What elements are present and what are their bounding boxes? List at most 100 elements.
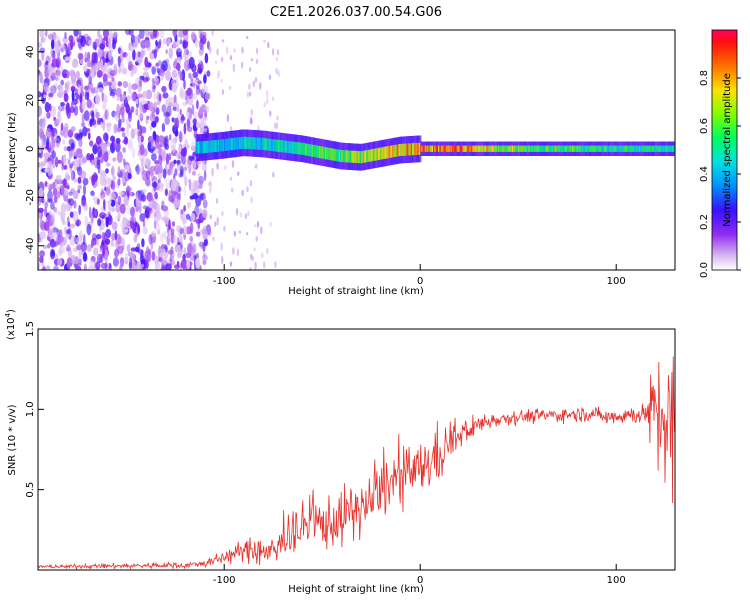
- noise-speckle: [265, 89, 269, 98]
- noise-speckle: [174, 129, 179, 137]
- noise-speckle: [130, 91, 136, 102]
- noise-speckle: [80, 241, 88, 252]
- noise-speckle: [209, 47, 212, 52]
- noise-speckle: [102, 30, 109, 38]
- snr-x-ticks: -100 0 100: [213, 564, 626, 586]
- noise-speckle: [100, 142, 107, 154]
- noise-speckle: [80, 199, 87, 207]
- noise-speckle: [212, 236, 215, 242]
- noise-speckle: [104, 238, 110, 246]
- noise-speckle: [90, 84, 96, 97]
- noise-speckle: [162, 92, 169, 99]
- noise-speckle: [94, 209, 97, 217]
- noise-speckle: [188, 72, 192, 79]
- noise-speckle: [96, 198, 100, 205]
- noise-speckle: [123, 195, 129, 206]
- noise-speckle: [223, 225, 226, 232]
- noise-speckle: [113, 123, 118, 134]
- noise-speckle: [111, 165, 115, 177]
- noise-speckle: [125, 104, 131, 113]
- noise-speckle: [65, 229, 71, 235]
- noise-speckle: [96, 69, 103, 78]
- noise-speckle: [151, 153, 157, 162]
- noise-speckle: [162, 168, 167, 179]
- noise-speckle: [137, 51, 141, 58]
- noise-speckle: [163, 230, 167, 240]
- noise-speckle: [78, 128, 83, 141]
- noise-speckle: [248, 91, 252, 97]
- snr-plot-area: [38, 329, 675, 570]
- noise-speckle: [121, 177, 126, 184]
- noise-speckle: [216, 216, 219, 226]
- noise-speckle: [137, 119, 140, 131]
- noise-speckle: [189, 222, 194, 235]
- noise-speckle: [82, 177, 89, 186]
- noise-speckle: [176, 159, 181, 165]
- spectrogram-x-label: Height of straight line (km): [288, 286, 424, 297]
- noise-speckle: [192, 79, 196, 90]
- noise-speckle: [231, 187, 234, 193]
- noise-speckle: [191, 141, 196, 150]
- noise-speckle: [203, 194, 207, 200]
- noise-speckle: [73, 158, 79, 167]
- noise-speckle: [201, 31, 207, 38]
- noise-speckle: [126, 124, 129, 136]
- noise-speckle: [43, 93, 46, 99]
- noise-speckle: [260, 226, 263, 235]
- noise-speckle: [82, 251, 88, 262]
- noise-speckle: [149, 210, 156, 219]
- noise-speckle: [266, 97, 269, 105]
- noise-speckle: [39, 30, 45, 38]
- noise-speckle: [271, 48, 275, 56]
- noise-speckle: [72, 210, 79, 223]
- noise-speckle: [115, 215, 121, 220]
- noise-speckle: [140, 49, 144, 59]
- noise-speckle: [78, 30, 82, 38]
- spectrogram-panel: -100 0 100 -40 -20 0 20 40 Height of straight …: [7, 29, 676, 297]
- noise-speckle: [127, 251, 133, 257]
- noise-speckle: [163, 142, 167, 149]
- noise-speckle: [228, 85, 232, 90]
- noise-speckle: [54, 206, 58, 213]
- noise-speckle: [197, 80, 202, 85]
- noise-speckle: [254, 77, 258, 83]
- noise-speckle: [198, 30, 203, 40]
- noise-speckle: [158, 93, 162, 102]
- noise-speckle: [170, 138, 177, 148]
- noise-speckle: [127, 172, 132, 180]
- noise-speckle: [201, 209, 208, 219]
- noise-speckle: [190, 78, 193, 83]
- noise-speckle: [44, 114, 48, 124]
- noise-speckle: [147, 141, 152, 152]
- noise-speckle: [65, 49, 72, 57]
- noise-speckle: [214, 221, 217, 227]
- noise-speckle: [91, 174, 96, 186]
- noise-speckle: [145, 30, 150, 38]
- noise-speckle: [46, 214, 50, 227]
- noise-speckle: [38, 187, 44, 199]
- noise-speckle: [263, 39, 266, 43]
- noise-speckle: [161, 104, 167, 113]
- noise-speckle: [81, 99, 86, 111]
- noise-speckle: [206, 70, 211, 77]
- noise-speckle: [112, 175, 116, 181]
- noise-speckle: [54, 42, 60, 54]
- noise-speckle: [93, 86, 99, 94]
- noise-speckle: [62, 36, 69, 44]
- noise-speckle: [179, 249, 183, 254]
- noise-speckle: [204, 52, 209, 64]
- noise-speckle: [42, 265, 46, 270]
- noise-speckle: [172, 235, 179, 246]
- noise-speckle: [102, 73, 108, 83]
- noise-speckle: [151, 230, 157, 238]
- noise-speckle: [107, 202, 112, 211]
- noise-speckle: [167, 96, 174, 103]
- noise-speckle: [179, 130, 182, 143]
- noise-speckle: [140, 135, 144, 143]
- noise-speckle: [63, 226, 67, 234]
- noise-speckle: [95, 261, 101, 270]
- noise-speckle: [229, 54, 233, 61]
- noise-speckle: [86, 153, 91, 161]
- noise-speckle: [164, 116, 170, 125]
